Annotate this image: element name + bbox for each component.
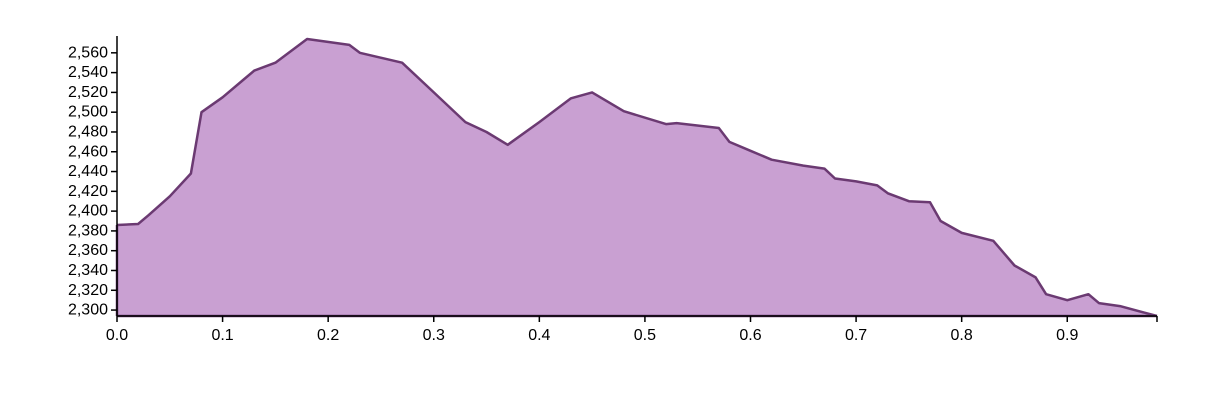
y-tick-label: 2,460 [68,143,108,160]
series-line [116,37,1158,318]
y-tick-label: 2,360 [68,242,108,259]
y-tick-label: 2,520 [68,84,108,101]
y-tick-label: 2,300 [68,302,108,319]
x-tick-label: 0.2 [317,327,339,344]
y-tick-label: 2,440 [68,163,108,180]
plot-area [115,37,1158,318]
x-tick-label: 0.0 [106,327,128,344]
y-tick-label: 2,500 [68,104,108,121]
x-tick-label: 0.3 [423,327,445,344]
x-tick-label: 0.4 [528,327,550,344]
y-tick-label: 2,540 [68,64,108,81]
y-tick-label: 2,340 [68,262,108,279]
x-tick-label: 0.5 [634,327,656,344]
y-tick-label: 2,420 [68,183,108,200]
y-tick-label: 2,380 [68,222,108,239]
x-tick-label: 0.7 [845,327,867,344]
y-axis: 2,300 2,320 2,340 2,360 2,380 2,400 2,420 2,440… [68,36,118,319]
y-tick-label: 2,560 [68,44,108,61]
y-tick-label: 2,400 [68,203,108,220]
x-tick-label: 0.6 [739,327,761,344]
x-axis: 0.0 0.1 0.2 0.3 0.4 0.5 0.6 0.7 0.8 0.9 [106,315,1158,344]
x-tick-label: 0.1 [211,327,233,344]
x-tick-label: 0.9 [1056,327,1078,344]
area-fill [117,39,1157,316]
y-tick-label: 2,320 [68,282,108,299]
x-tick-label: 0.8 [951,327,973,344]
y-tick-label: 2,480 [68,123,108,140]
